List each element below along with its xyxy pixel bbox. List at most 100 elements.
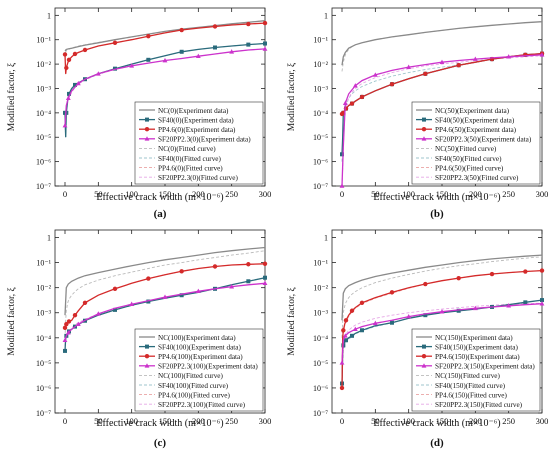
legend-label: NC(100)(Experiment data) xyxy=(158,334,236,342)
legend-label: PP4.6(150)(Fitted curve) xyxy=(435,391,507,399)
legend-label: PP4.6(0)(Fitted curve) xyxy=(158,164,223,172)
data-point xyxy=(343,318,349,323)
legend-label: SF40(0)(Experiment data) xyxy=(158,116,234,124)
y-axis-label: Modified factor, ξ xyxy=(286,286,297,355)
y-tick-label: 10⁻⁴ xyxy=(313,334,328,343)
legend-label: SF40(100)(Experiment data) xyxy=(158,343,241,351)
data-point xyxy=(339,183,345,188)
data-point xyxy=(129,63,135,68)
y-tick-label: 10⁻² xyxy=(36,284,51,293)
data-point xyxy=(439,59,445,64)
y-tick-label: 10⁻⁴ xyxy=(313,109,328,118)
x-tick-label: 150 xyxy=(436,416,449,426)
y-tick-label: 10⁻⁵ xyxy=(313,133,328,142)
legend-label: SF20PP2.3(0)(Experiment data) xyxy=(158,136,251,144)
y-tick-label: 10⁻⁴ xyxy=(36,109,51,118)
data-point xyxy=(340,152,344,157)
series-line xyxy=(341,55,542,186)
data-point xyxy=(262,261,268,266)
data-point xyxy=(213,45,217,50)
y-tick-label: 10⁻² xyxy=(313,284,328,293)
panel-label: (a) xyxy=(154,208,167,220)
data-point xyxy=(75,321,81,326)
data-point xyxy=(146,33,151,39)
legend-marker xyxy=(421,136,427,141)
data-point xyxy=(229,49,235,54)
x-tick-label: 300 xyxy=(536,189,549,199)
legend-marker xyxy=(144,127,150,132)
chart-panel-3: 10⁻⁷ 10⁻⁶ 10⁻⁵ 10⁻⁴ 10⁻³ 10⁻² 10⁻¹ 1 0 50 100 150 20… xyxy=(6,229,271,449)
legend-label: SF20PP2.3(150)(Experiment data) xyxy=(435,363,535,371)
data-point xyxy=(342,100,348,105)
x-tick-label: 250 xyxy=(502,189,515,199)
series-line xyxy=(64,20,265,53)
x-axis-label: Effective crack width (m×10⁻⁶) xyxy=(96,418,223,429)
data-point xyxy=(72,51,78,57)
y-tick-label: 10⁻³ xyxy=(36,84,51,93)
data-point xyxy=(129,301,135,306)
data-point xyxy=(523,300,528,305)
y-tick-label: 10⁻¹ xyxy=(36,36,51,45)
y-tick-label: 10⁻⁵ xyxy=(36,133,51,142)
data-point xyxy=(66,319,72,324)
data-point xyxy=(456,275,461,281)
data-point xyxy=(539,268,545,273)
data-point xyxy=(262,46,268,51)
x-axis-label: Effective crack width (m×10⁻⁶) xyxy=(373,418,500,429)
legend-label: NC(50)(Fitted curve) xyxy=(435,145,497,153)
legend-marker xyxy=(145,344,149,349)
x-tick-label: 250 xyxy=(502,416,515,426)
data-point xyxy=(246,279,251,284)
data-point xyxy=(146,299,151,304)
data-point xyxy=(423,71,428,77)
x-tick-label: 300 xyxy=(536,416,549,426)
chart-panel-1: 10⁻⁷ 10⁻⁶ 10⁻⁵ 10⁻⁴ 10⁻³ 10⁻² 10⁻¹ 1 0 50 100 150 20… xyxy=(6,7,271,220)
y-tick-label: 10⁻⁷ xyxy=(36,409,51,418)
legend-label: PP4.6(100)(Fitted curve) xyxy=(158,391,230,399)
data-point xyxy=(62,337,68,343)
y-tick-label: 10⁻⁵ xyxy=(313,359,328,368)
data-point xyxy=(63,348,67,353)
x-tick-label: 200 xyxy=(192,416,205,426)
panel-label: (d) xyxy=(430,437,444,449)
legend-label: NC(100)(Fitted curve) xyxy=(158,372,223,380)
y-tick-label: 10⁻⁷ xyxy=(36,182,51,191)
plot-frame xyxy=(331,229,543,414)
series-line xyxy=(64,20,265,52)
data-point xyxy=(72,312,78,318)
panel-label: (c) xyxy=(154,437,167,449)
x-axis-label: Effective crack width (m×10⁻⁶) xyxy=(96,192,223,203)
legend-marker xyxy=(421,354,427,359)
y-tick-label: 10⁻¹ xyxy=(36,259,51,268)
data-point xyxy=(75,80,81,86)
series-line xyxy=(341,21,542,66)
x-tick-label: 100 xyxy=(125,416,138,426)
data-point xyxy=(372,320,378,326)
data-point xyxy=(489,271,495,277)
data-point xyxy=(390,320,394,325)
data-point xyxy=(62,52,68,57)
y-tick-label: 10⁻² xyxy=(36,60,51,69)
legend-box xyxy=(134,101,264,185)
legend-label: PP4.6(0)(Experiment data) xyxy=(158,126,236,134)
legend-label: SF20PP2.3(150)(Fitted curve) xyxy=(435,401,523,409)
x-tick-label: 0 xyxy=(63,189,67,199)
data-point xyxy=(359,300,365,305)
legend-label: SF20PP2.3(50)(Fitted curve) xyxy=(435,174,519,182)
data-point xyxy=(62,325,68,331)
legend-label: SF40(100)(Fitted curve) xyxy=(158,382,229,390)
x-tick-label: 150 xyxy=(436,189,449,199)
data-point xyxy=(67,91,71,96)
series-line xyxy=(65,22,265,75)
x-tick-label: 50 xyxy=(94,416,103,426)
y-tick-label: 1 xyxy=(324,234,328,243)
legend-label: SF40(50)(Experiment data) xyxy=(435,116,515,124)
y-tick-label: 10⁻⁶ xyxy=(313,384,328,393)
data-point xyxy=(263,275,267,280)
legend-label: PP4.6(150)(Experiment data) xyxy=(435,353,520,361)
y-axis-label: Modified factor, ξ xyxy=(6,286,17,355)
data-point xyxy=(162,57,168,63)
x-tick-label: 200 xyxy=(192,189,205,199)
y-tick-label: 10⁻⁷ xyxy=(313,182,328,191)
data-point xyxy=(406,314,412,319)
